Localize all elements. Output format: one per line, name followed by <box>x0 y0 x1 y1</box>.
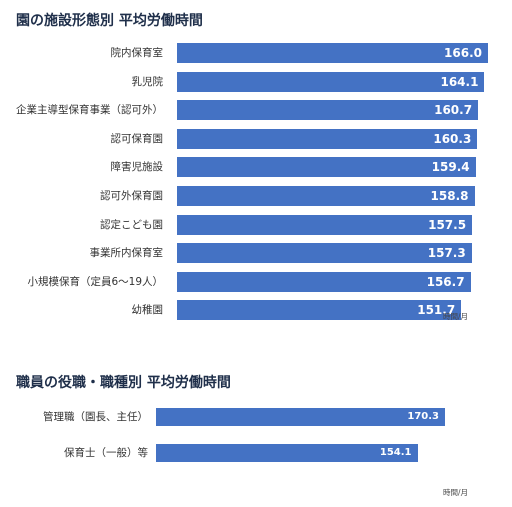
bar <box>177 271 471 292</box>
bar <box>177 300 462 321</box>
category-label: 院内保育室 <box>110 47 164 59</box>
bar <box>177 243 472 264</box>
value-label: 154.1 <box>379 447 412 458</box>
category-label: 認可保育園 <box>110 132 164 145</box>
bar <box>177 128 478 149</box>
bar <box>177 43 488 63</box>
bar <box>156 444 418 462</box>
value-label: 157.3 <box>427 246 466 261</box>
value-label: 157.5 <box>428 217 467 232</box>
bar <box>177 214 473 235</box>
bar <box>177 186 475 206</box>
bar <box>156 408 445 426</box>
chart-title-facility: 園の施設形態別 平均労働時間 <box>16 13 203 29</box>
category-label: 障害児施設 <box>110 161 164 174</box>
category-label: 認定こども園 <box>100 218 163 231</box>
bar <box>177 71 485 92</box>
chart-unit-role: 時間/月 <box>443 488 469 497</box>
value-label: 166.0 <box>444 46 482 60</box>
value-label: 156.7 <box>426 274 465 289</box>
value-label: 151.7 <box>417 303 456 318</box>
value-label: 160.7 <box>434 103 473 118</box>
value-label: 160.3 <box>433 131 472 146</box>
bar <box>177 157 476 178</box>
category-label: 企業主導型保育事業（認可外） <box>16 104 163 117</box>
value-label: 170.3 <box>407 411 439 422</box>
category-label: 認可外保育園 <box>100 190 163 202</box>
chart-title-role: 職員の役職・職種別 平均労働時間 <box>16 375 231 391</box>
bar <box>177 100 479 121</box>
value-label: 159.4 <box>431 160 470 175</box>
category-label: 事業所内保育室 <box>89 247 164 260</box>
category-label: 幼稚園 <box>131 304 164 317</box>
category-label: 乳児院 <box>131 75 164 88</box>
value-label: 164.1 <box>440 74 479 89</box>
category-label: 小規模保育（定員6～19人） <box>27 275 163 288</box>
chart-unit-facility: 時間/月 <box>443 312 469 321</box>
value-label: 158.8 <box>430 189 469 203</box>
category-label: 保育士（一般）等 <box>64 447 148 459</box>
category-label: 管理職（園長、主任） <box>43 411 148 423</box>
